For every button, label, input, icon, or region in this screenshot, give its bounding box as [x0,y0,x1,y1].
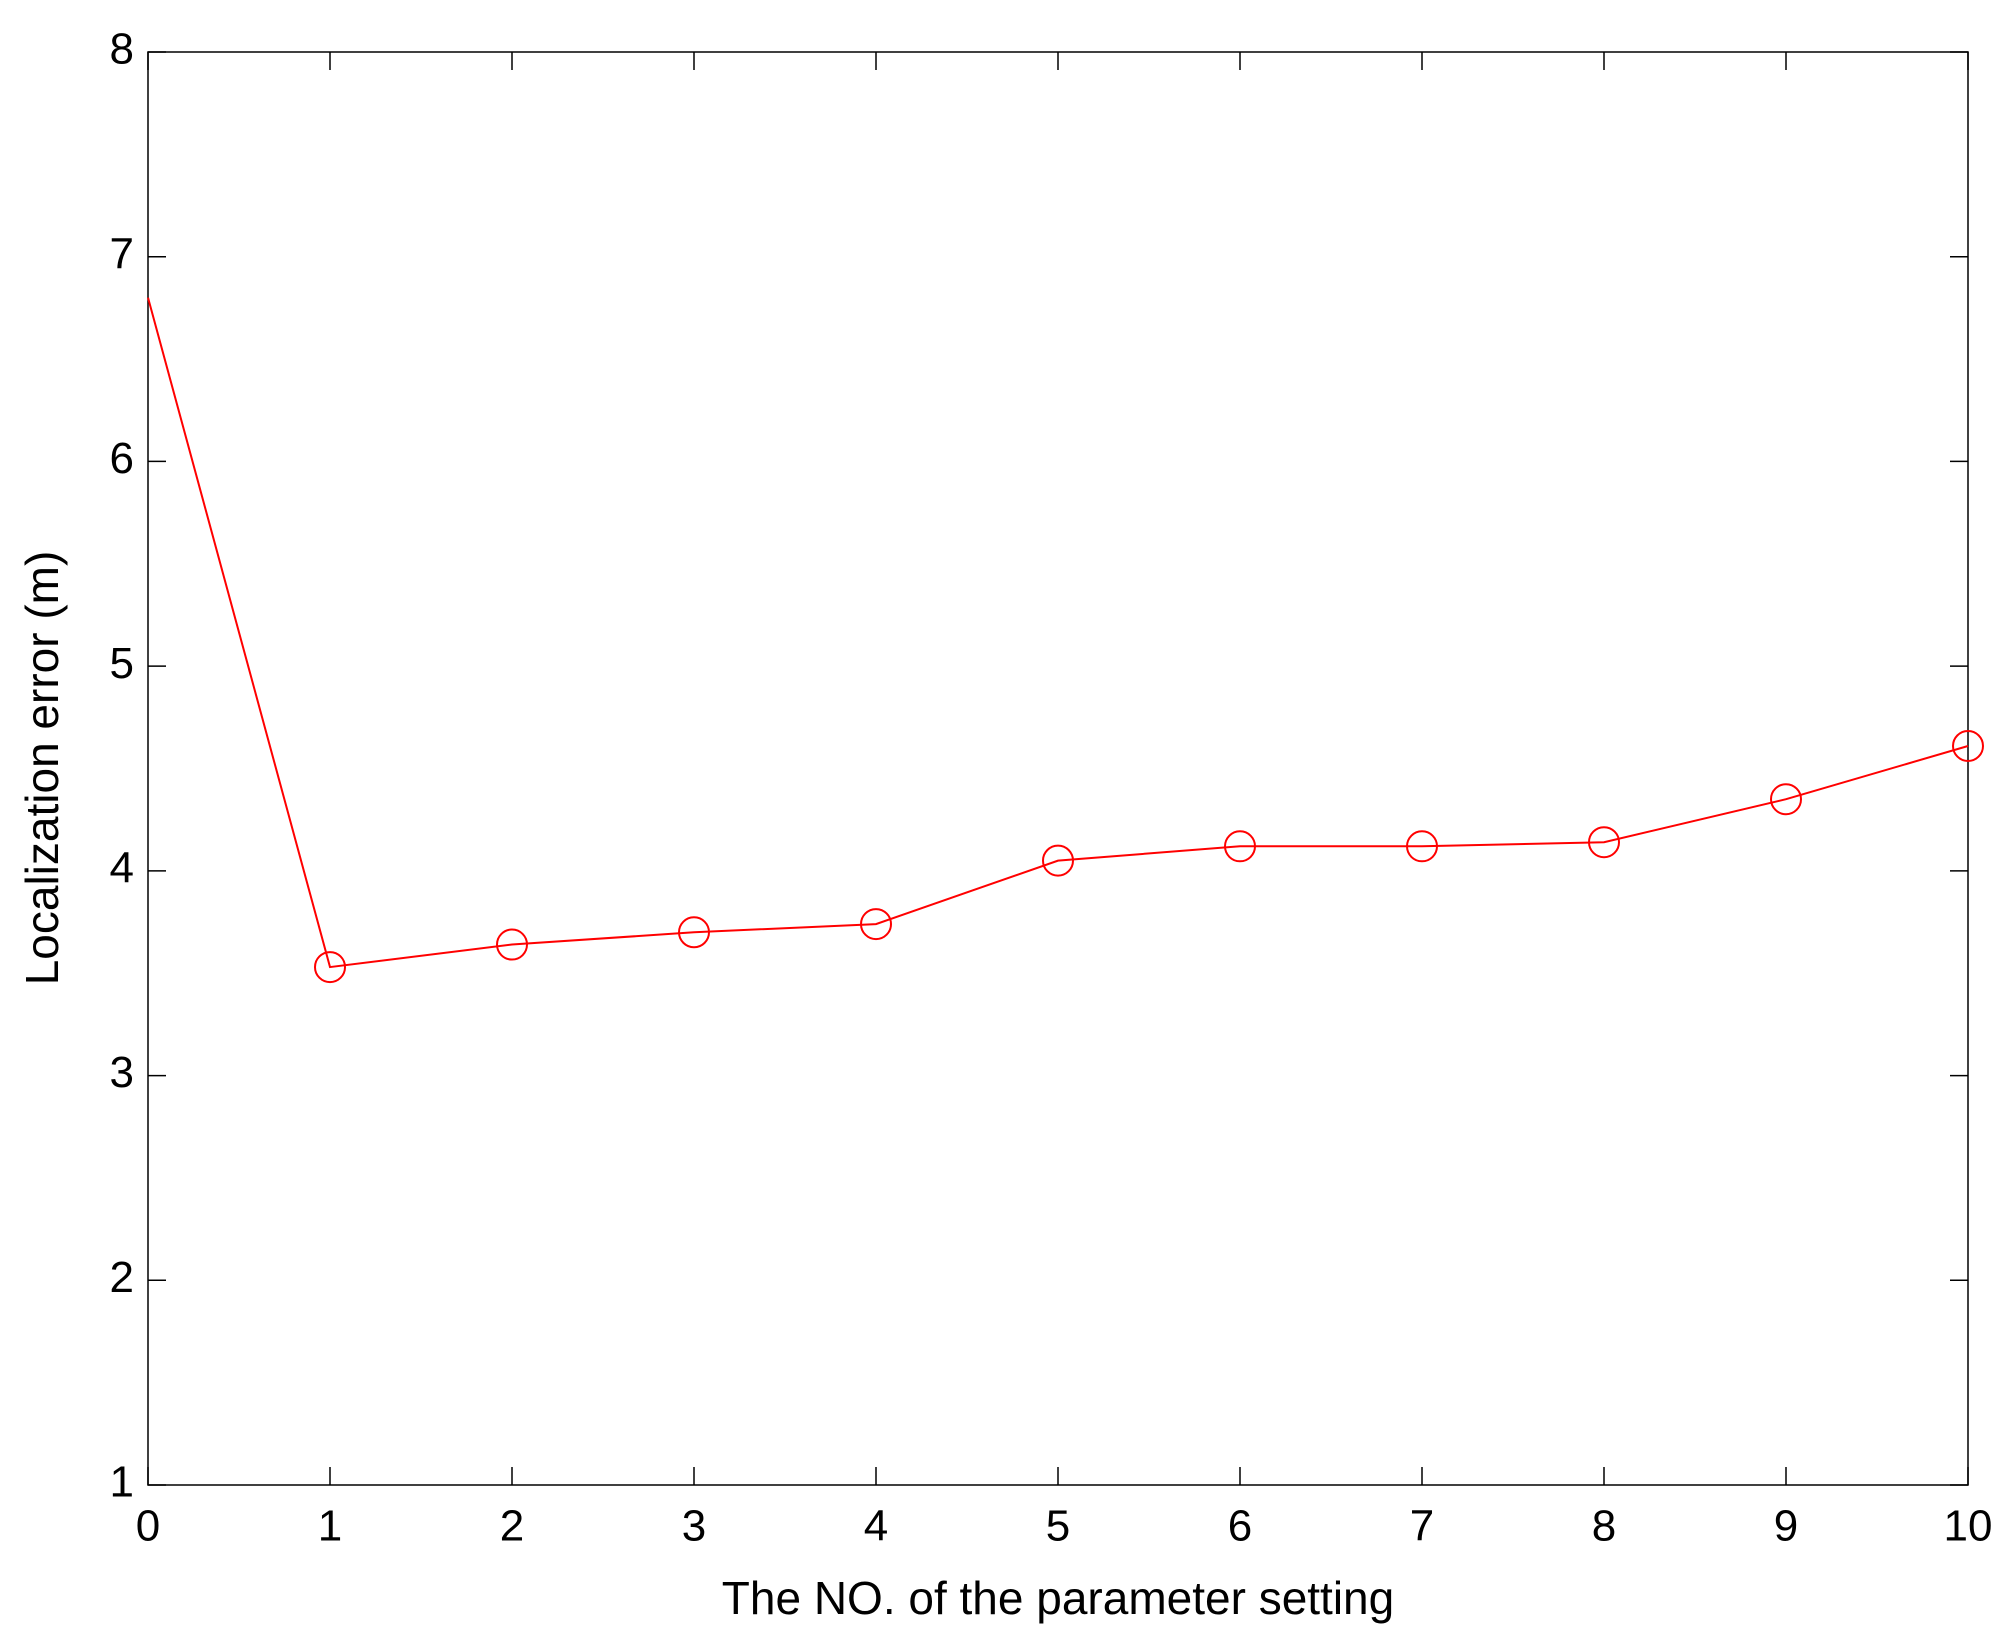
x-tick-label: 2 [500,1502,524,1551]
x-tick-label: 0 [136,1502,160,1551]
y-tick-label: 7 [110,229,134,278]
x-tick-label: 1 [318,1502,342,1551]
data-point [1588,826,1620,859]
x-tick-label: 3 [682,1502,706,1551]
y-tick-label: 4 [110,843,134,892]
x-tick-label: 6 [1228,1502,1252,1551]
x-tick-label: 5 [1046,1502,1070,1551]
data-point [860,908,892,941]
data-point [314,951,346,984]
data-point [1224,830,1256,863]
y-tick-label: 2 [110,1253,134,1302]
y-tick-label: 3 [110,1048,134,1097]
x-axis-label: The NO. of the parameter setting [722,1572,1394,1624]
data-line [147,297,1969,969]
x-tick-label: 9 [1774,1502,1798,1551]
x-tick-label: 8 [1592,1502,1616,1551]
data-point [1952,729,1984,762]
data-point [1406,830,1438,863]
y-tick-label: 5 [110,639,134,688]
y-axis-label: Localization error (m) [16,551,68,986]
x-tick-label: 7 [1410,1502,1434,1551]
x-tick-label: 10 [1944,1502,1993,1551]
y-tick-label: 6 [110,434,134,483]
y-tick-label: 1 [110,1458,134,1507]
data-point [1042,844,1074,877]
data-point [1770,783,1802,816]
data-point [678,916,710,949]
x-tick-label: 4 [864,1502,888,1551]
y-tick-label: 8 [110,25,134,74]
data-point [496,928,528,961]
